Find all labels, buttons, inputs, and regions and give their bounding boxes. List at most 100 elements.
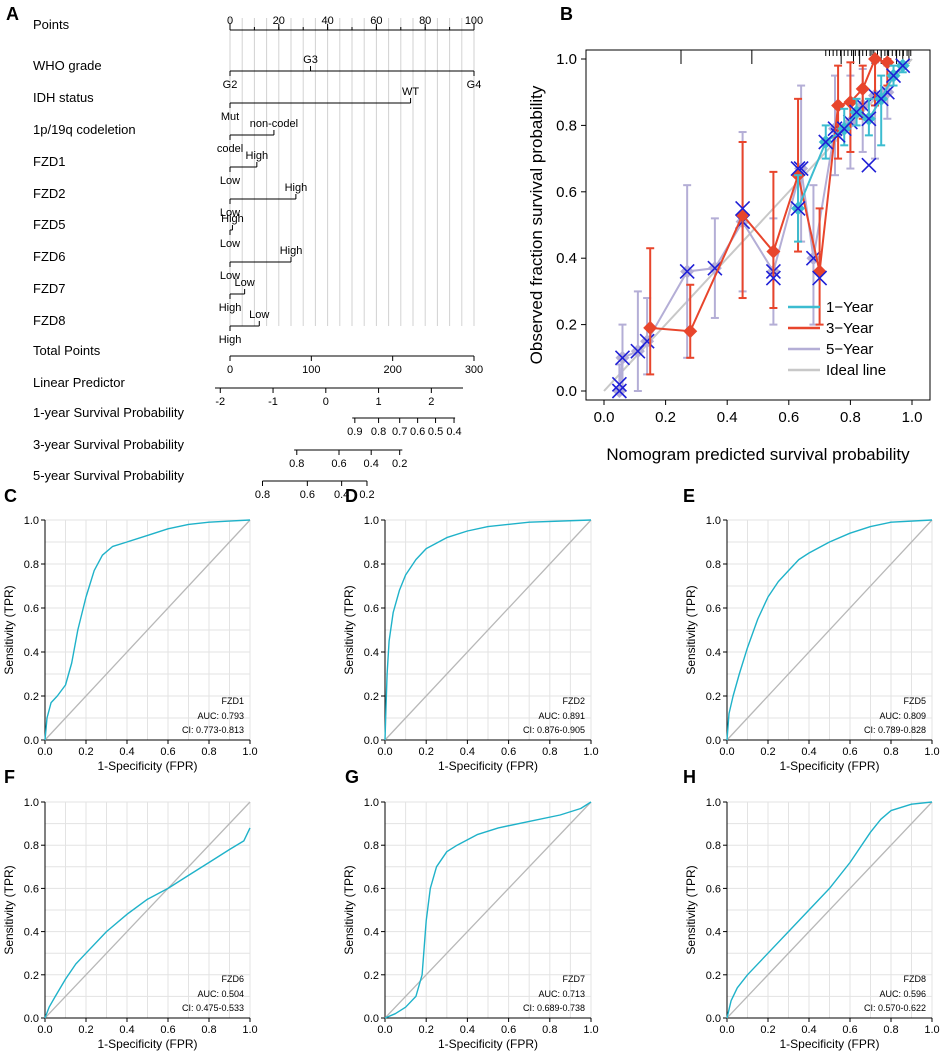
- y-axis-title: Sensitivity (TPR): [2, 585, 16, 674]
- roc-name: FZD5: [904, 696, 927, 706]
- roc-panel: E 0.00.0 0.2 0.2 0.4 0.4 0.6 0.6 0.8 0.8 1.0 1.0 1-S…: [683, 486, 940, 773]
- panel-letter: B: [560, 4, 573, 24]
- y-tick-label: 0.0: [364, 1013, 379, 1025]
- axis-label: WHO grade: [33, 58, 102, 73]
- y-tick-label: 0.8: [364, 840, 379, 852]
- x-tick-label: 0.4: [460, 1024, 475, 1036]
- category-label: High: [280, 245, 303, 257]
- x-axis-title: Nomogram predicted survival probability: [606, 445, 910, 464]
- x-tick-label: 0.6: [501, 1024, 516, 1036]
- roc-name: FZD8: [904, 974, 927, 984]
- axis-label: 3-year Survival Probability: [33, 437, 185, 452]
- x-tick-label: 0.8: [542, 746, 557, 758]
- y-tick-label: 0.0: [24, 735, 39, 747]
- roc-panel: G 0.00.0 0.2 0.2 0.4 0.4 0.6 0.6 0.8 0.8 1.0 1.0 1-S…: [342, 767, 599, 1051]
- y-tick-label: 0.0: [364, 735, 379, 747]
- panel-letter: E: [683, 486, 695, 506]
- y-tick-label: 1.0: [24, 515, 39, 527]
- x-tick-label: 0.0: [719, 746, 734, 758]
- category-label: non-codel: [250, 118, 298, 130]
- x-axis-title: 1-Specificity (FPR): [438, 1037, 538, 1051]
- tick-label: 0: [323, 396, 329, 408]
- category-label: Low: [235, 277, 255, 289]
- roc-name: FZD2: [563, 696, 586, 706]
- roc-curve: [726, 519, 933, 741]
- tick-label: 20: [273, 15, 285, 27]
- tick-label: 0: [227, 364, 233, 376]
- axis-label: Points: [33, 17, 70, 32]
- x-tick-label: 0.2: [760, 746, 775, 758]
- x-tick-label: 0.8: [840, 409, 861, 426]
- category-label: Low: [220, 238, 240, 250]
- tick-label: 40: [321, 15, 333, 27]
- roc-auc: AUC: 0.596: [879, 989, 926, 999]
- y-tick-label: 0.6: [556, 184, 577, 201]
- legend-label: 1−Year: [826, 299, 873, 316]
- x-tick-label: 1.0: [924, 1024, 939, 1036]
- data-point: [643, 320, 658, 335]
- y-tick-label: 0.4: [364, 927, 379, 939]
- tick-label: 60: [370, 15, 382, 27]
- y-tick-label: 0.8: [24, 840, 39, 852]
- x-tick-label: 0.8: [542, 1024, 557, 1036]
- x-tick-label: 0.0: [594, 409, 615, 426]
- cross-marker: [611, 383, 627, 399]
- y-tick-label: 0.0: [556, 383, 577, 400]
- roc-curve: [384, 801, 592, 1019]
- x-tick-label: 1.0: [902, 409, 923, 426]
- tick-label: 0.6: [410, 426, 425, 438]
- tick-label: 0.8: [371, 426, 386, 438]
- axis-label: Total Points: [33, 343, 101, 358]
- tick-label: 0.7: [392, 426, 407, 438]
- axis-label: FZD1: [33, 154, 66, 169]
- x-tick-label: 0.0: [37, 1024, 52, 1036]
- tick-label: 0.9: [347, 426, 362, 438]
- x-axis-title: 1-Specificity (FPR): [97, 759, 197, 773]
- tick-label: 0.4: [446, 426, 461, 438]
- y-tick-label: 1.0: [706, 797, 721, 809]
- panel-letter: D: [345, 486, 358, 506]
- x-tick-label: 0.0: [719, 1024, 734, 1036]
- roc-curve: [44, 519, 251, 741]
- y-tick-label: 0.8: [24, 559, 39, 571]
- data-point: [683, 324, 698, 339]
- legend-label: Ideal line: [826, 362, 886, 379]
- x-tick-label: 0.2: [760, 1024, 775, 1036]
- x-tick-label: 0.8: [883, 746, 898, 758]
- tick-label: 0.8: [255, 489, 270, 501]
- reference-diagonal: [44, 801, 251, 1019]
- cross-marker: [861, 157, 877, 173]
- roc-auc: AUC: 0.891: [538, 711, 585, 721]
- tick-label: 100: [302, 364, 320, 376]
- roc-panel: C 0.00.0 0.2 0.2 0.4 0.4 0.6 0.6 0.8 0.8 1.0 1.0 1-S…: [2, 486, 258, 773]
- data-point: [812, 264, 827, 279]
- cross-marker: [861, 111, 877, 127]
- y-axis-title: Sensitivity (TPR): [684, 865, 698, 954]
- category-label: High: [246, 150, 269, 162]
- category-label: G3: [303, 54, 318, 66]
- axis-label: FZD6: [33, 249, 66, 264]
- x-tick-label: 0.4: [801, 1024, 816, 1036]
- x-tick-label: 1.0: [242, 1024, 257, 1036]
- roc-auc: AUC: 0.809: [879, 711, 926, 721]
- panel-letter: C: [4, 486, 17, 506]
- cross-marker: [707, 260, 723, 276]
- y-tick-label: 0.4: [24, 647, 39, 659]
- x-tick-label: 0.6: [778, 409, 799, 426]
- tick-label: 300: [465, 364, 483, 376]
- y-tick-label: 0.0: [706, 1013, 721, 1025]
- y-tick-label: 0.2: [706, 691, 721, 703]
- x-axis-title: 1-Specificity (FPR): [779, 1037, 879, 1051]
- y-tick-label: 0.2: [556, 317, 577, 334]
- legend-label: 5−Year: [826, 341, 873, 358]
- category-label: Mut: [221, 111, 239, 123]
- y-tick-label: 0.6: [364, 883, 379, 895]
- roc-ci: CI: 0.570-0.622: [864, 1003, 926, 1013]
- tick-label: 2: [428, 396, 434, 408]
- y-tick-label: 1.0: [364, 797, 379, 809]
- y-tick-label: 0.8: [364, 559, 379, 571]
- data-point: [831, 98, 846, 113]
- roc-name: FZD6: [222, 974, 245, 984]
- y-tick-label: 1.0: [556, 51, 577, 68]
- y-tick-label: 1.0: [24, 797, 39, 809]
